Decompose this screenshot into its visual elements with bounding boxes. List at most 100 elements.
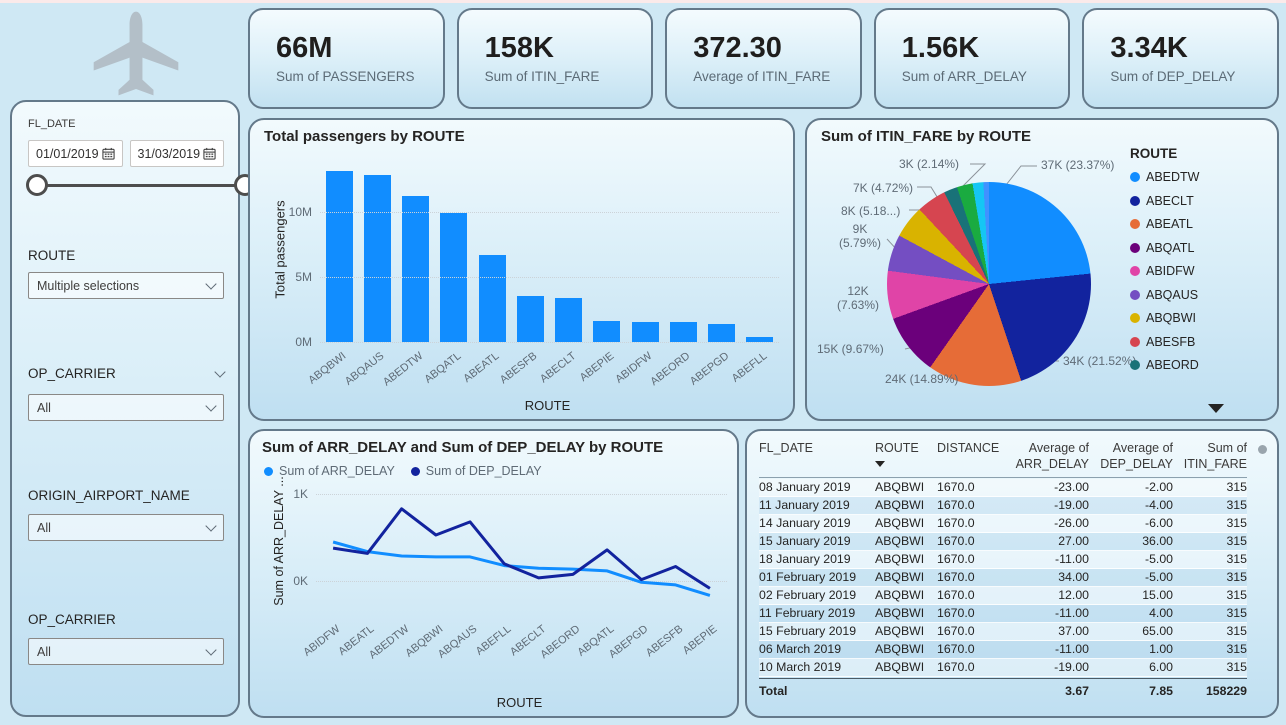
line-legend-label: Sum of ARR_DELAY xyxy=(279,464,395,478)
legend-item-ABQAUS[interactable]: ABQAUS xyxy=(1130,288,1199,302)
bar-ABQBWI[interactable] xyxy=(325,171,353,342)
bar-chart-title: Total passengers by ROUTE xyxy=(264,128,465,145)
line-series-sum-of-arr_delay[interactable] xyxy=(332,540,711,597)
kpi-card-itin-fare-avg: 372.30 Average of ITIN_FARE xyxy=(665,8,862,109)
bar-ABEORD[interactable] xyxy=(669,322,697,342)
slider-track[interactable] xyxy=(37,184,245,187)
table-cell: 01 February 2019 xyxy=(759,570,857,585)
table-cell: ABQBWI xyxy=(875,570,925,585)
line-legend-item[interactable]: Sum of ARR_DELAY xyxy=(264,464,395,478)
table-cell: 315 xyxy=(1226,660,1247,675)
table-cell: 315 xyxy=(1226,570,1247,585)
slider-handle-start[interactable] xyxy=(26,174,48,196)
table-row[interactable]: 18 January 2019 ABQBWI 1670.0 -11.00 -5.00 31… xyxy=(759,551,1247,570)
table-row[interactable]: 08 January 2019 ABQBWI 1670.0 -23.00 -2.00 31… xyxy=(759,479,1247,498)
pie-label-connector xyxy=(1005,165,1037,186)
table-card: FL_DATE ROUTE DISTANCE Average of ARR_DELAY… xyxy=(745,429,1279,718)
bar-ABEATL[interactable] xyxy=(478,254,506,342)
bar-ABEDTW[interactable] xyxy=(402,196,430,342)
table-row[interactable]: 15 January 2019 ABQBWI 1670.0 27.00 36.00 315 xyxy=(759,533,1247,552)
total-cell: 7.85 xyxy=(1149,684,1173,699)
pie[interactable] xyxy=(887,182,1091,386)
fl-date-label: FL_DATE xyxy=(28,118,76,130)
date-start-input[interactable]: 01/01/2019 xyxy=(28,140,123,167)
bar-ABEPGD[interactable] xyxy=(708,323,736,342)
column-header-fl_date[interactable]: FL_DATE xyxy=(759,441,875,474)
kpi-label: Sum of DEP_DELAY xyxy=(1110,68,1236,84)
origin-airport-filter-dropdown[interactable]: All xyxy=(28,514,224,541)
bar-chart-plot xyxy=(320,166,779,343)
table-header-row: FL_DATE ROUTE DISTANCE Average of ARR_DELAY… xyxy=(759,441,1247,479)
table-row[interactable]: 11 January 2019 ABQBWI 1670.0 -19.00 -4.00 31… xyxy=(759,497,1247,516)
table-cell: -2.00 xyxy=(1144,480,1173,495)
kpi-card-dep-delay: 3.34K Sum of DEP_DELAY xyxy=(1082,8,1279,109)
bar-ABEFLL[interactable] xyxy=(746,336,774,342)
legend-item-ABEATL[interactable]: ABEATL xyxy=(1130,217,1199,231)
table-cell: -19.00 xyxy=(1054,660,1089,675)
calendar-icon xyxy=(203,147,216,160)
table-row[interactable]: 11 February 2019 ABQBWI 1670.0 -11.00 4.00 31… xyxy=(759,605,1247,624)
bar-ABEPIE[interactable] xyxy=(593,321,621,342)
table-cell: 11 January 2019 xyxy=(759,498,850,513)
legend-item-ABIDFW[interactable]: ABIDFW xyxy=(1130,264,1199,278)
legend-item-ABECLT[interactable]: ABECLT xyxy=(1130,194,1199,208)
table-row[interactable]: 06 March 2019 ABQBWI 1670.0 -11.00 1.00 315 xyxy=(759,641,1247,660)
column-header-average-of-arr_delay[interactable]: Average of ARR_DELAY xyxy=(1009,441,1093,474)
table-cell: 1670.0 xyxy=(937,516,975,531)
op-carrier2-filter-label: OP_CARRIER xyxy=(28,612,116,627)
bar-ABIDFW[interactable] xyxy=(631,322,659,342)
origin-airport-filter-value: All xyxy=(37,520,51,535)
line-legend-item[interactable]: Sum of DEP_DELAY xyxy=(410,464,542,478)
legend-dot xyxy=(1130,219,1140,229)
column-header-route[interactable]: ROUTE xyxy=(875,441,937,474)
gridline xyxy=(320,276,779,278)
legend-item-label: ABEDTW xyxy=(1146,170,1200,184)
pie-slice-label: 37K (23.37%) xyxy=(1041,158,1115,172)
chevron-down-icon[interactable] xyxy=(214,366,226,378)
legend-item-ABEDTW[interactable]: ABEDTW xyxy=(1130,170,1199,184)
legend-item-label: ABQATL xyxy=(1146,240,1195,255)
pie-slice-label: 9K (5.79%) xyxy=(838,222,882,251)
line-series-svg xyxy=(332,507,711,597)
table-cell: ABQBWI xyxy=(875,606,925,621)
bar-ABQAUS[interactable] xyxy=(363,175,391,342)
legend-item-ABESFB[interactable]: ABESFB xyxy=(1130,335,1199,349)
route-filter-dropdown[interactable]: Multiple selections xyxy=(28,272,224,299)
op-carrier-filter-dropdown[interactable]: All xyxy=(28,394,224,421)
pie-slice-label: 24K (14.89%) xyxy=(885,372,959,386)
column-header-label: Average of DEP_DELAY xyxy=(1100,441,1173,471)
legend-item-ABEORD[interactable]: ABEORD xyxy=(1130,358,1199,372)
column-header-distance[interactable]: DISTANCE xyxy=(937,441,1009,474)
table-row[interactable]: 14 January 2019 ABQBWI 1670.0 -26.00 -6.00 31… xyxy=(759,515,1247,534)
table-cell: ABQBWI xyxy=(875,498,925,513)
line-chart-card: Sum of ARR_DELAY and Sum of DEP_DELAY by… xyxy=(248,429,739,718)
table-scrollbar-thumb[interactable] xyxy=(1258,445,1267,454)
legend-item-ABQATL[interactable]: ABQATL xyxy=(1130,241,1199,255)
table-cell: 10 March 2019 xyxy=(759,660,842,675)
legend-dot xyxy=(1130,289,1140,300)
line-series-sum-of-dep_delay[interactable] xyxy=(332,507,711,590)
bar-ABECLT[interactable] xyxy=(555,297,583,342)
table-cell: 1670.0 xyxy=(937,570,975,585)
y-tick-label: 0M xyxy=(295,335,312,349)
legend-item-label: ABESFB xyxy=(1146,334,1196,349)
table-row[interactable]: 02 February 2019 ABQBWI 1670.0 12.00 15.00 31… xyxy=(759,587,1247,606)
legend-item-ABQBWI[interactable]: ABQBWI xyxy=(1130,311,1199,325)
table-row[interactable]: 01 February 2019 ABQBWI 1670.0 34.00 -5.00 31… xyxy=(759,569,1247,588)
legend-scroll-down-icon[interactable] xyxy=(1208,404,1224,413)
bar-ABESFB[interactable] xyxy=(516,296,544,342)
date-end-input[interactable]: 31/03/2019 xyxy=(129,140,224,167)
kpi-row: 66M Sum of PASSENGERS 158K Sum of ITIN_F… xyxy=(248,8,1279,109)
pie-slice-label: 8K (5.18...) xyxy=(841,204,901,218)
table-cell: 1670.0 xyxy=(937,642,975,657)
table-cell: 06 March 2019 xyxy=(759,642,842,657)
legend-dot xyxy=(410,466,420,476)
op-carrier2-filter-dropdown[interactable]: All xyxy=(28,638,224,665)
column-header-sum-of-itin_fare[interactable]: Sum of ITIN_FARE xyxy=(1177,441,1251,474)
y-tick-label: 5M xyxy=(295,269,312,284)
column-header-average-of-dep_delay[interactable]: Average of DEP_DELAY xyxy=(1093,441,1177,474)
table-total-row: Total 3.67 7.85 158229 xyxy=(759,678,1247,700)
line-chart-x-axis-title: ROUTE xyxy=(496,695,543,710)
table-row[interactable]: 10 March 2019 ABQBWI 1670.0 -19.00 6.00 315 xyxy=(759,659,1247,678)
table-row[interactable]: 15 February 2019 ABQBWI 1670.0 37.00 65.00 31… xyxy=(759,623,1247,642)
